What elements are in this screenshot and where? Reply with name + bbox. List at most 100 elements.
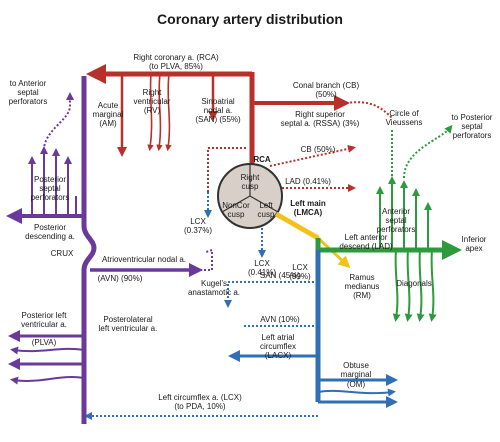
to-anterior-label: to Anterior [10,79,47,88]
ramus-label-2: medianus [345,282,380,291]
avn-main-label: Atrioventricular nodal a. [102,255,186,264]
rssa-label-2: septal a. (RSSA) (3%) [281,119,360,128]
rca-tag-label: RCA [253,155,271,164]
pda-label: Posterior [34,223,66,232]
san-label-2: nodal a. [204,106,232,115]
left-main-label-2: (LMCA) [294,208,323,217]
ramus-label-3: (RM) [353,291,371,300]
om-branch-2 [317,388,396,397]
lcx-bottom-label: LCX [254,259,270,268]
left-main-label: Left main [290,199,326,208]
kugel-label-2: anastamotic a. [188,288,240,297]
to-anterior-septal-dotted [43,92,74,151]
plva-label-2: ventricular a. [21,320,67,329]
pda-label-2: descending a. [25,232,75,241]
post-septal-label-2: septal [39,184,61,193]
right-cusp-label: Right [241,173,260,182]
san-label: Sinoatrial [201,97,235,106]
rv-label: Right [143,88,162,97]
plva-label-3: (PLVA) [32,338,57,347]
san-45-dotted [224,281,318,308]
rca-lcx-dotted [207,147,246,192]
rca-main-sub-label: (to PLVA, 85%) [149,62,203,71]
avn-main-label-2: (AVN) (90%) [98,274,143,283]
to-anterior-label-3: perforators [9,97,48,106]
rv-label-3: (RV) [144,106,161,115]
lcx-dotted [84,228,318,420]
obtuse-label-3: (OM) [347,380,366,389]
noncor-cusp-label: NonCor [222,201,250,210]
noncor-cusp-label-2: cusp [228,210,245,219]
acute-marginal-label-2: marginal [93,110,124,119]
post-septal-label-3: perforators [31,193,70,202]
to-posterior-label-2: septal [461,122,483,131]
lad-dotted [391,124,453,179]
diagonals-label: Diagonals [396,279,432,288]
diagonal-3 [416,249,425,322]
rca-vessels [86,64,350,168]
posterolateral-label: Posterolateral [103,315,153,324]
diagonal-2 [404,249,413,322]
lcx-main-label: LCX [292,263,308,272]
diagram-title: Coronary artery distribution [157,11,343,27]
acute-marginal-label-3: (AM) [99,119,117,128]
rv-branch-1 [147,73,154,152]
san-label-3: (SAN) (55%) [195,115,241,124]
ramus-label: Ramus [349,273,374,282]
rca-main-label: Right coronary a. (RCA) [133,53,219,62]
diagonal-1 [392,249,401,322]
lad-small-label: LAD (0.41%) [285,177,331,186]
conal-label: Conal branch (CB) [293,81,360,90]
obtuse-label: Obtuse [343,361,369,370]
lad-main-label-2: descend (LAD) [339,242,393,251]
rssa-label: Right superior [295,110,345,119]
plva-branch-2 [10,346,85,355]
plva-label: Posterior left [22,311,68,320]
to-posterior-label-3: perforators [453,131,492,140]
lmca-vessel [274,211,320,241]
avn-10-label: AVN (10%) [260,315,300,324]
lcx-left-label-2: (0.37%) [184,226,212,235]
posterolateral-label-2: left ventricular a. [99,324,158,333]
conal-label-2: (50%) [315,90,337,99]
to-posterior-label: to Posterior [452,113,493,122]
lacx-label-3: (LACX) [265,351,292,360]
rv-label-2: ventricular [134,97,171,106]
vieussens-label: Circle of [389,109,419,118]
vieussens-label-2: Vieussens [386,118,423,127]
inferior-apex-label-2: apex [465,244,482,253]
post-septal-label: Posterior [34,175,66,184]
cb-small-dotted [269,144,356,167]
posterior-vessels [6,76,203,424]
ant-septal-label-2: septal [385,216,407,225]
to-anterior-label-2: septal [17,88,39,97]
obtuse-label-2: marginal [341,370,372,379]
lcx-circ-label: Left circumflex a. (LCX) [158,393,242,402]
lcx-left-label: LCX [190,217,206,226]
plva-branch-4 [10,376,85,385]
lad-main-label: Left anterior [345,233,388,242]
lacx-label-2: circumflex [260,342,296,351]
ant-septal-label: Anterior [382,207,410,216]
rca-posterior-trunk [81,76,97,424]
lacx-label: Left atrial [262,333,295,342]
inferior-apex-label: Inferior [462,235,487,244]
posterior-dotted [43,92,213,271]
kugel-dotted [196,248,213,271]
lcx-main-label-2: (99%) [289,272,311,281]
rv-branch-3 [165,73,172,152]
left-cusp-label-2: cusp [258,210,275,219]
acute-marginal-label: Acute [98,101,119,110]
kugel-label: Kugel's [201,279,227,288]
cb-small-label: CB (50%) [301,145,336,154]
ant-septal-label-3: perforators [377,225,416,234]
crux-label: CRUX [51,249,74,258]
diagonal-4 [428,249,437,322]
aortic-root [217,163,283,229]
left-cusp-label: Left [259,201,273,210]
lcx-circ-label-2: (to PDA, 10%) [174,402,225,411]
rv-branch-2 [156,73,163,152]
lcx-bottom-label-2: (0.41%) [248,268,276,277]
